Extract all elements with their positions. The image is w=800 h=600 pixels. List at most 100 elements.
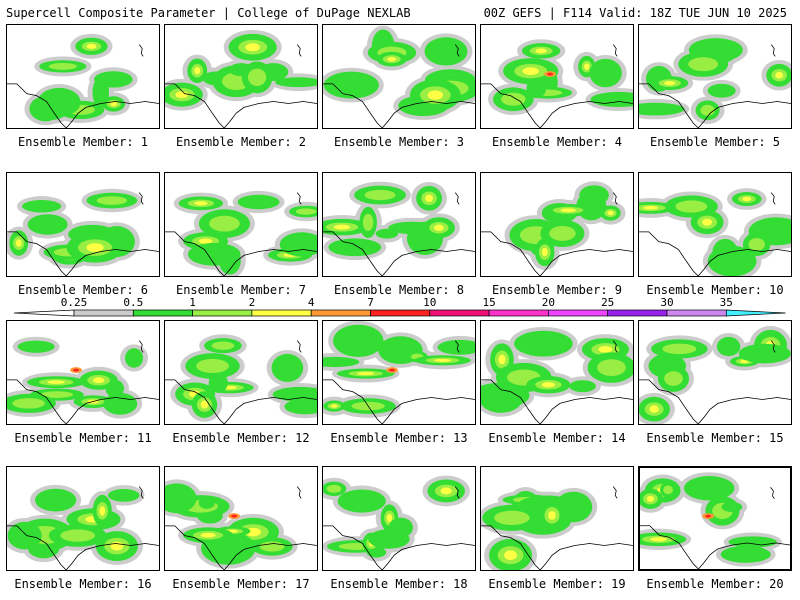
scp-contours <box>173 190 317 276</box>
map-plot <box>165 29 317 128</box>
ensemble-map-panel[interactable] <box>322 24 476 129</box>
coastline <box>481 379 633 424</box>
ensemble-map-panel[interactable] <box>322 320 476 425</box>
scp-contours <box>639 34 791 125</box>
panel-caption: Ensemble Member: 19 <box>488 577 626 591</box>
colorbar-segment <box>488 309 549 317</box>
coastline <box>7 231 159 276</box>
colorbar-segment <box>666 309 727 317</box>
map-plot <box>165 190 317 276</box>
lake-outline <box>770 487 775 499</box>
panel-caption: Ensemble Member: 3 <box>333 135 465 149</box>
lake-outline <box>612 192 618 205</box>
scp-contours <box>323 25 475 120</box>
map-plot <box>481 326 633 424</box>
colorbar-segment <box>429 309 490 317</box>
ensemble-map-panel[interactable] <box>6 466 160 571</box>
panel-caption: Ensemble Member: 5 <box>649 135 781 149</box>
lake-outline <box>612 340 618 353</box>
colorbar-segment <box>725 309 786 317</box>
header-title: Supercell Composite Parameter | College … <box>6 6 411 20</box>
ensemble-map-panel[interactable] <box>480 24 634 129</box>
map-plot <box>639 188 791 276</box>
coastline <box>165 83 317 128</box>
scp-contours <box>488 39 633 116</box>
map-plot <box>165 479 317 570</box>
coastline <box>323 231 475 276</box>
lake-outline <box>296 192 302 205</box>
map-plot <box>7 336 159 424</box>
ensemble-map-panel[interactable] <box>322 172 476 277</box>
colorbar-tick-label: 1 <box>189 296 196 309</box>
panel-caption: Ensemble Member: 14 <box>488 431 626 445</box>
scp-contours <box>7 188 143 269</box>
scp-contours <box>481 326 633 417</box>
lake-outline <box>138 340 144 353</box>
ensemble-map-panel[interactable] <box>164 466 318 571</box>
map-plot <box>323 181 475 276</box>
scp-contours <box>323 475 470 562</box>
ensemble-map-panel[interactable] <box>638 466 792 571</box>
scp-contours <box>323 321 475 418</box>
coastline <box>481 83 633 128</box>
lake-outline <box>454 44 460 57</box>
ensemble-map-panel[interactable] <box>6 24 160 129</box>
ensemble-map-panel[interactable] <box>480 320 634 425</box>
panel-caption: Ensemble Member: 8 <box>333 283 465 297</box>
coastline <box>639 231 791 276</box>
colorbar-tick-label: 7 <box>367 296 374 309</box>
panel-caption: Ensemble Member: 7 <box>175 283 307 297</box>
coastline <box>639 83 791 128</box>
coastline <box>639 379 791 424</box>
colorbar-segment <box>73 309 134 317</box>
colorbar-segment <box>370 309 431 317</box>
panel-caption: Ensemble Member: 15 <box>646 431 784 445</box>
ensemble-map-panel[interactable] <box>480 466 634 571</box>
ensemble-map-panel[interactable] <box>322 466 476 571</box>
ensemble-map-panel[interactable] <box>480 172 634 277</box>
lake-outline <box>138 192 144 205</box>
lake-outline <box>454 192 460 205</box>
panel-caption: Ensemble Member: 11 <box>14 431 152 445</box>
ensemble-map-panel[interactable] <box>164 172 318 277</box>
ensemble-map-panel[interactable] <box>164 320 318 425</box>
lake-outline <box>138 486 144 499</box>
scp-contours <box>640 472 782 567</box>
scp-contours <box>24 33 138 126</box>
colorbar-tick-label: 15 <box>482 296 496 309</box>
lake-outline <box>770 340 776 353</box>
ensemble-map-panel[interactable] <box>638 172 792 277</box>
scp-contours <box>7 336 149 419</box>
colorbar-tick-label: 0.5 <box>123 296 144 309</box>
ensemble-map-panel[interactable] <box>638 320 792 425</box>
coastline <box>165 379 317 424</box>
colorbar-tick-label: 20 <box>541 296 556 309</box>
map-plot <box>640 472 790 569</box>
lake-outline <box>612 44 618 57</box>
map-plot <box>323 475 475 570</box>
scp-contours <box>7 484 145 565</box>
ensemble-map-panel[interactable] <box>638 24 792 129</box>
map-plot <box>481 181 633 276</box>
panel-caption: Ensemble Member: 20 <box>646 577 784 591</box>
colorbar-segment <box>192 309 253 317</box>
map-plot <box>323 321 475 424</box>
ensemble-map-panel[interactable] <box>6 320 160 425</box>
coastline <box>7 83 159 128</box>
coastline <box>481 525 633 570</box>
lake-outline <box>454 486 460 499</box>
lake-outline <box>770 44 776 57</box>
coastline <box>7 525 159 570</box>
panel-caption: Ensemble Member: 2 <box>175 135 307 149</box>
panel-caption: Ensemble Member: 13 <box>330 431 468 445</box>
colorbar-tick-label: 25 <box>601 296 615 309</box>
ensemble-map-panel[interactable] <box>6 172 160 277</box>
lake-outline <box>770 192 776 205</box>
panel-caption: Ensemble Member: 17 <box>172 577 310 591</box>
colorbar-segment <box>132 309 193 317</box>
scp-contours <box>481 487 598 570</box>
coastline <box>323 379 475 424</box>
panel-caption: Ensemble Member: 4 <box>491 135 623 149</box>
ensemble-map-panel[interactable] <box>164 24 318 129</box>
scp-contours <box>323 181 460 261</box>
